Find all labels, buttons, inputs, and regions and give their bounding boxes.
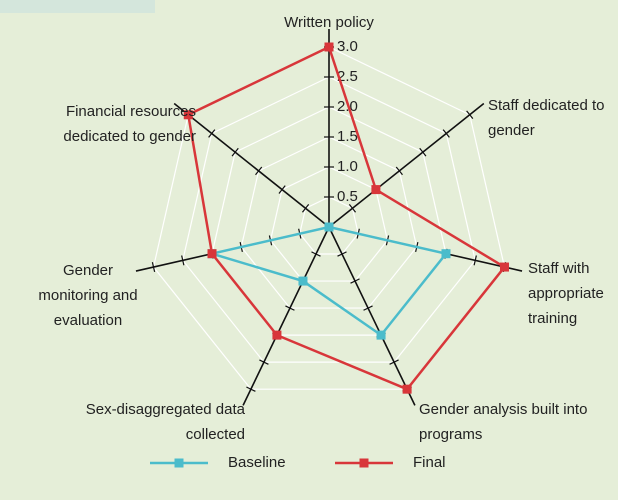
axis-label: Staff dedicated to gender <box>488 97 605 139</box>
tick-mark <box>208 129 216 138</box>
y-tick-label: 1.5 <box>337 128 358 145</box>
tick-mark <box>278 185 286 194</box>
data-point <box>324 222 334 232</box>
axis-label: Financial resources dedicated to gender <box>63 103 196 145</box>
tick-mark <box>350 278 360 284</box>
axis-label: Staff with appropriate training <box>528 260 604 327</box>
data-point <box>499 262 509 272</box>
axis-line <box>328 226 416 406</box>
data-point <box>298 276 308 286</box>
tick-mark <box>255 166 263 176</box>
axis-line <box>242 226 330 406</box>
tick-mark <box>301 204 310 213</box>
tick-mark <box>285 305 295 311</box>
grid-line <box>240 136 418 309</box>
tick-mark <box>442 129 450 138</box>
y-tick-label: 0.5 <box>337 188 358 205</box>
tick-mark <box>466 110 474 120</box>
data-point <box>402 384 412 394</box>
data-point <box>441 249 451 259</box>
legend-marker <box>174 458 184 468</box>
data-point <box>371 185 381 195</box>
axis-label: Gender analysis built into programs <box>419 401 588 443</box>
axis-label: Written policy <box>284 14 374 31</box>
tick-mark <box>337 251 347 257</box>
header-tab <box>0 0 155 13</box>
tick-mark <box>419 147 427 157</box>
tick-mark <box>181 255 185 266</box>
data-point <box>272 330 282 340</box>
tick-mark <box>363 305 373 311</box>
tick-mark <box>348 204 357 213</box>
data-point <box>207 249 217 259</box>
grid-line <box>299 196 359 255</box>
y-tick-label: 2.5 <box>337 68 358 85</box>
grid-line <box>269 166 389 282</box>
y-tick-label: 3.0 <box>337 38 358 55</box>
axis-line <box>328 102 485 228</box>
grid-line <box>182 76 476 363</box>
tick-mark <box>246 386 256 392</box>
tick-mark <box>389 359 399 365</box>
grid-line <box>152 46 506 390</box>
legend-label: Baseline <box>228 454 286 471</box>
data-point <box>376 330 386 340</box>
axis-label: Sex-disaggregated data collected <box>85 401 245 443</box>
tick-mark <box>473 255 477 266</box>
tick-mark <box>151 262 156 273</box>
legend-marker <box>359 458 369 468</box>
tick-mark <box>259 359 269 365</box>
tick-mark <box>231 147 239 157</box>
data-point <box>324 42 334 52</box>
axis-line <box>173 102 330 228</box>
tick-mark <box>395 166 403 176</box>
grid-line <box>211 106 447 336</box>
tick-mark <box>311 251 321 257</box>
data-point <box>183 110 193 120</box>
axis-label: Gender monitoring and evaluation <box>38 262 138 329</box>
series-line <box>207 225 449 337</box>
legend-label: Final <box>413 454 446 471</box>
y-tick-label: 1.0 <box>337 158 358 175</box>
series-line <box>186 45 507 391</box>
